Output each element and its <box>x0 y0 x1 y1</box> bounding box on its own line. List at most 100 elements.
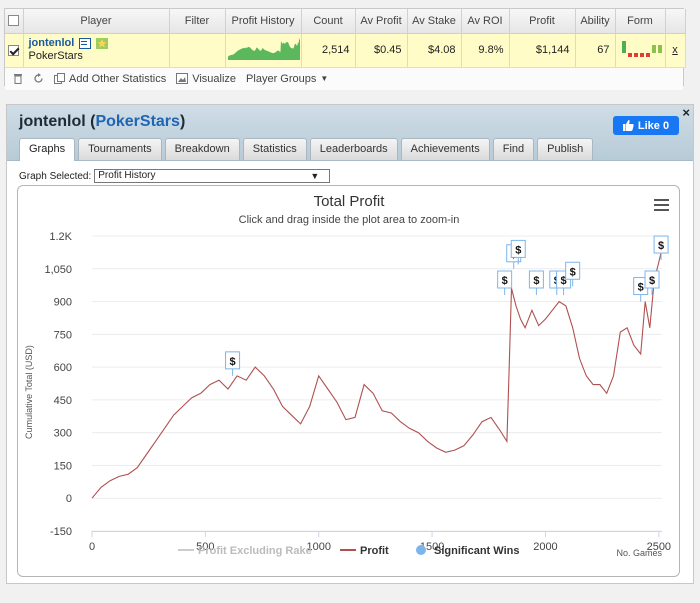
form-bar <box>645 52 650 57</box>
tab-statistics[interactable]: Statistics <box>242 138 307 160</box>
panel-player-name: jontenlol <box>19 113 86 130</box>
refresh-button[interactable] <box>33 73 44 84</box>
star-badge-icon[interactable] <box>96 37 109 49</box>
y-tick-label: 1,050 <box>44 264 72 276</box>
significant-win-marker[interactable]: $ <box>565 261 581 287</box>
facebook-like-button[interactable]: Like 0 <box>613 116 679 135</box>
col-header-av-roi[interactable]: Av ROI <box>461 9 510 34</box>
form-bar <box>621 40 626 53</box>
col-header-form[interactable]: Form <box>615 9 666 34</box>
av-roi-cell: 9.8% <box>461 33 510 68</box>
profit-chart-container[interactable]: Total Profit Click and drag inside the p… <box>17 185 680 577</box>
count-cell: 2,514 <box>301 33 356 68</box>
panel-header: jontenlol (PokerStars) Like 0 Graphs Tou… <box>7 105 693 161</box>
x-tick-label: 500 <box>196 541 214 553</box>
table-header-row: Player Filter Profit History Count Av Pr… <box>5 9 686 34</box>
form-bar <box>633 52 638 57</box>
av-profit-cell: $0.45 <box>355 33 408 68</box>
thumbs-up-icon <box>622 120 634 131</box>
col-header-player[interactable]: Player <box>23 9 170 34</box>
delete-button[interactable] <box>13 73 23 84</box>
player-name-link[interactable]: jontenlol <box>28 37 75 49</box>
dollar-icon: $ <box>230 356 236 368</box>
legend-item[interactable]: Profit <box>340 545 389 557</box>
visualize-button[interactable]: Visualize <box>176 73 236 85</box>
legend-label: Profit Excluding Rake <box>198 545 312 557</box>
dollar-icon: $ <box>533 275 539 287</box>
y-tick-label: 1.2K <box>49 231 72 243</box>
significant-win-marker[interactable]: $ <box>644 270 660 295</box>
dollar-icon: $ <box>649 275 655 287</box>
tab-achievements[interactable]: Achievements <box>400 138 490 160</box>
significant-win-marker[interactable]: $ <box>225 351 241 376</box>
y-axis-label: Cumulative Total (USD) <box>24 345 34 439</box>
tab-breakdown[interactable]: Breakdown <box>164 138 240 160</box>
x-tick-label: 2000 <box>533 541 557 553</box>
chart-title: Total Profit <box>314 193 386 210</box>
row-checkbox[interactable] <box>8 44 20 56</box>
significant-win-marker[interactable]: $ <box>653 235 669 261</box>
player-table: Player Filter Profit History Count Av Pr… <box>5 9 686 68</box>
col-header-profit-history[interactable]: Profit History <box>225 9 302 34</box>
x-tick-label: 2500 <box>647 541 671 553</box>
dollar-icon: $ <box>515 244 521 256</box>
significant-win-marker[interactable]: $ <box>510 239 526 265</box>
chart-menu-icon[interactable] <box>654 199 669 211</box>
form-bar <box>639 52 644 57</box>
select-all-checkbox[interactable] <box>8 15 20 27</box>
refresh-icon <box>34 73 43 83</box>
graph-selected-label: Graph Selected: <box>19 170 92 182</box>
col-header-av-stake[interactable]: Av Stake <box>407 9 462 34</box>
form-chart <box>621 40 662 57</box>
dropdown-arrow-icon: ▼ <box>310 171 320 181</box>
profit-chart[interactable]: Total Profit Click and drag inside the p… <box>18 186 680 577</box>
av-stake-cell: $4.08 <box>407 33 462 68</box>
form-cell <box>615 33 666 68</box>
col-header-av-profit[interactable]: Av Profit <box>355 9 408 34</box>
graph-select-dropdown[interactable]: Profit History ▼ <box>94 169 331 183</box>
table-row: jontenlol PokerStars 2,514 $0.45 $4.08 9… <box>5 33 686 68</box>
dollar-icon: $ <box>502 275 508 287</box>
significant-win-marker[interactable]: $ <box>528 270 544 295</box>
player-table-box: Player Filter Profit History Count Av Pr… <box>4 8 686 90</box>
image-icon <box>176 73 189 84</box>
notes-icon[interactable] <box>79 37 92 49</box>
tab-graphs[interactable]: Graphs <box>19 138 76 161</box>
tab-leaderboards[interactable]: Leaderboards <box>309 138 398 160</box>
legend-item[interactable]: Significant Wins <box>416 545 519 557</box>
y-tick-label: 600 <box>54 362 72 374</box>
player-cell: jontenlol PokerStars <box>23 33 170 68</box>
profit-series-line <box>91 248 663 499</box>
legend-item[interactable]: Profit Excluding Rake <box>178 545 312 557</box>
chart-subtitle: Click and drag inside the plot area to z… <box>239 214 460 226</box>
close-panel-button[interactable]: × <box>682 105 690 120</box>
caret-down-icon: ▼ <box>320 74 329 83</box>
dollar-icon: $ <box>638 282 644 294</box>
graph-select-value: Profit History <box>98 170 156 181</box>
filter-cell[interactable] <box>169 33 226 68</box>
copy-icon <box>54 73 65 84</box>
row-select-cell[interactable] <box>5 33 24 68</box>
tab-find[interactable]: Find <box>492 138 535 160</box>
col-header-ability[interactable]: Ability <box>575 9 616 34</box>
add-statistics-button[interactable]: Add Other Statistics <box>54 73 166 85</box>
legend-label: Profit <box>360 545 389 557</box>
significant-win-marker[interactable]: $ <box>497 270 513 295</box>
col-header-profit[interactable]: Profit <box>509 9 576 34</box>
like-label: Like 0 <box>637 119 670 132</box>
add-statistics-label: Add Other Statistics <box>69 72 167 85</box>
y-tick-label: 300 <box>54 428 72 440</box>
panel-title: jontenlol (PokerStars) <box>19 113 186 130</box>
player-groups-dropdown[interactable]: Player Groups ▼ <box>246 73 328 85</box>
remove-row-button[interactable]: x <box>665 33 686 68</box>
tab-publish[interactable]: Publish <box>537 138 594 160</box>
panel-site-link[interactable]: PokerStars <box>95 113 180 130</box>
y-tick-label: 750 <box>54 329 72 341</box>
form-bar <box>651 44 656 53</box>
col-header-count[interactable]: Count <box>301 9 356 34</box>
col-header-select[interactable] <box>5 9 24 34</box>
tab-tournaments[interactable]: Tournaments <box>78 138 162 160</box>
col-header-filter[interactable]: Filter <box>169 9 226 34</box>
x-tick-label: 0 <box>89 541 95 553</box>
profit-cell: $1,144 <box>509 33 576 68</box>
